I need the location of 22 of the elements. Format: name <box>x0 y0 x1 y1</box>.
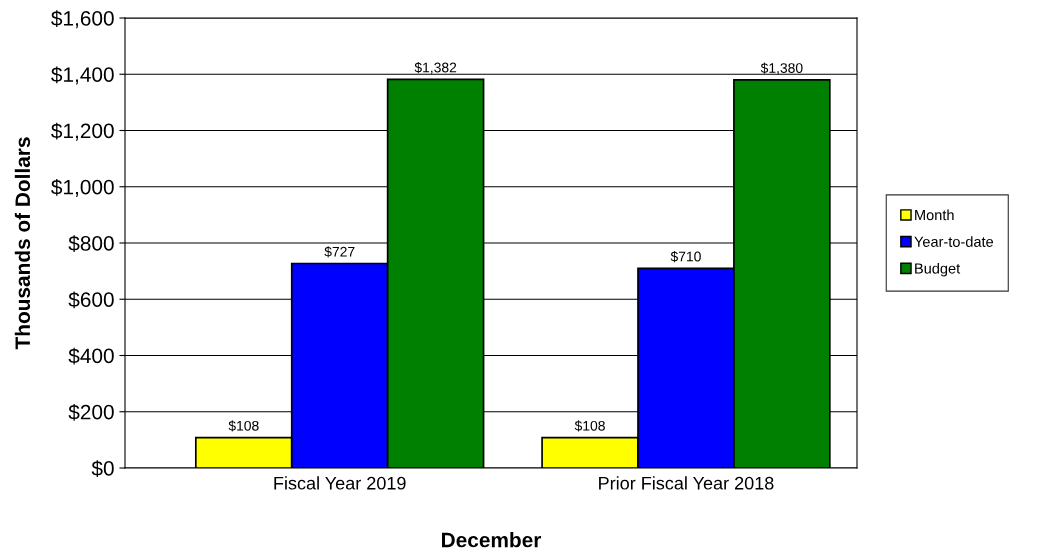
y-tick-label: $800 <box>68 235 114 252</box>
data-label: $108 <box>574 420 605 432</box>
y-tick-label: $1,600 <box>51 10 114 29</box>
x-tick-label: Fiscal Year 2019 <box>274 476 406 490</box>
y-tick-label: $1,400 <box>51 66 114 85</box>
data-label: $1,382 <box>414 61 457 75</box>
y-tick-label: $1,200 <box>51 122 114 141</box>
legend-label: Budget <box>915 262 961 277</box>
x-tick-label: Prior Fiscal Year 2018 <box>599 476 774 490</box>
data-label: $727 <box>324 246 355 258</box>
y-tick-label: $0 <box>91 460 114 477</box>
legend-label: Year-to-date <box>914 236 994 247</box>
x-axis-title: December <box>442 532 542 548</box>
y-tick-label: $400 <box>68 347 114 365</box>
y-axis-title: Thousands of Dollars <box>14 137 31 350</box>
data-label: $108 <box>228 420 259 432</box>
data-label: $1,380 <box>760 62 803 75</box>
data-label: $710 <box>670 250 701 263</box>
y-tick-label: $200 <box>68 403 114 421</box>
y-tick-label: $1,000 <box>51 178 114 197</box>
legend-label: Month <box>915 209 954 221</box>
y-tick-label: $600 <box>68 291 114 309</box>
